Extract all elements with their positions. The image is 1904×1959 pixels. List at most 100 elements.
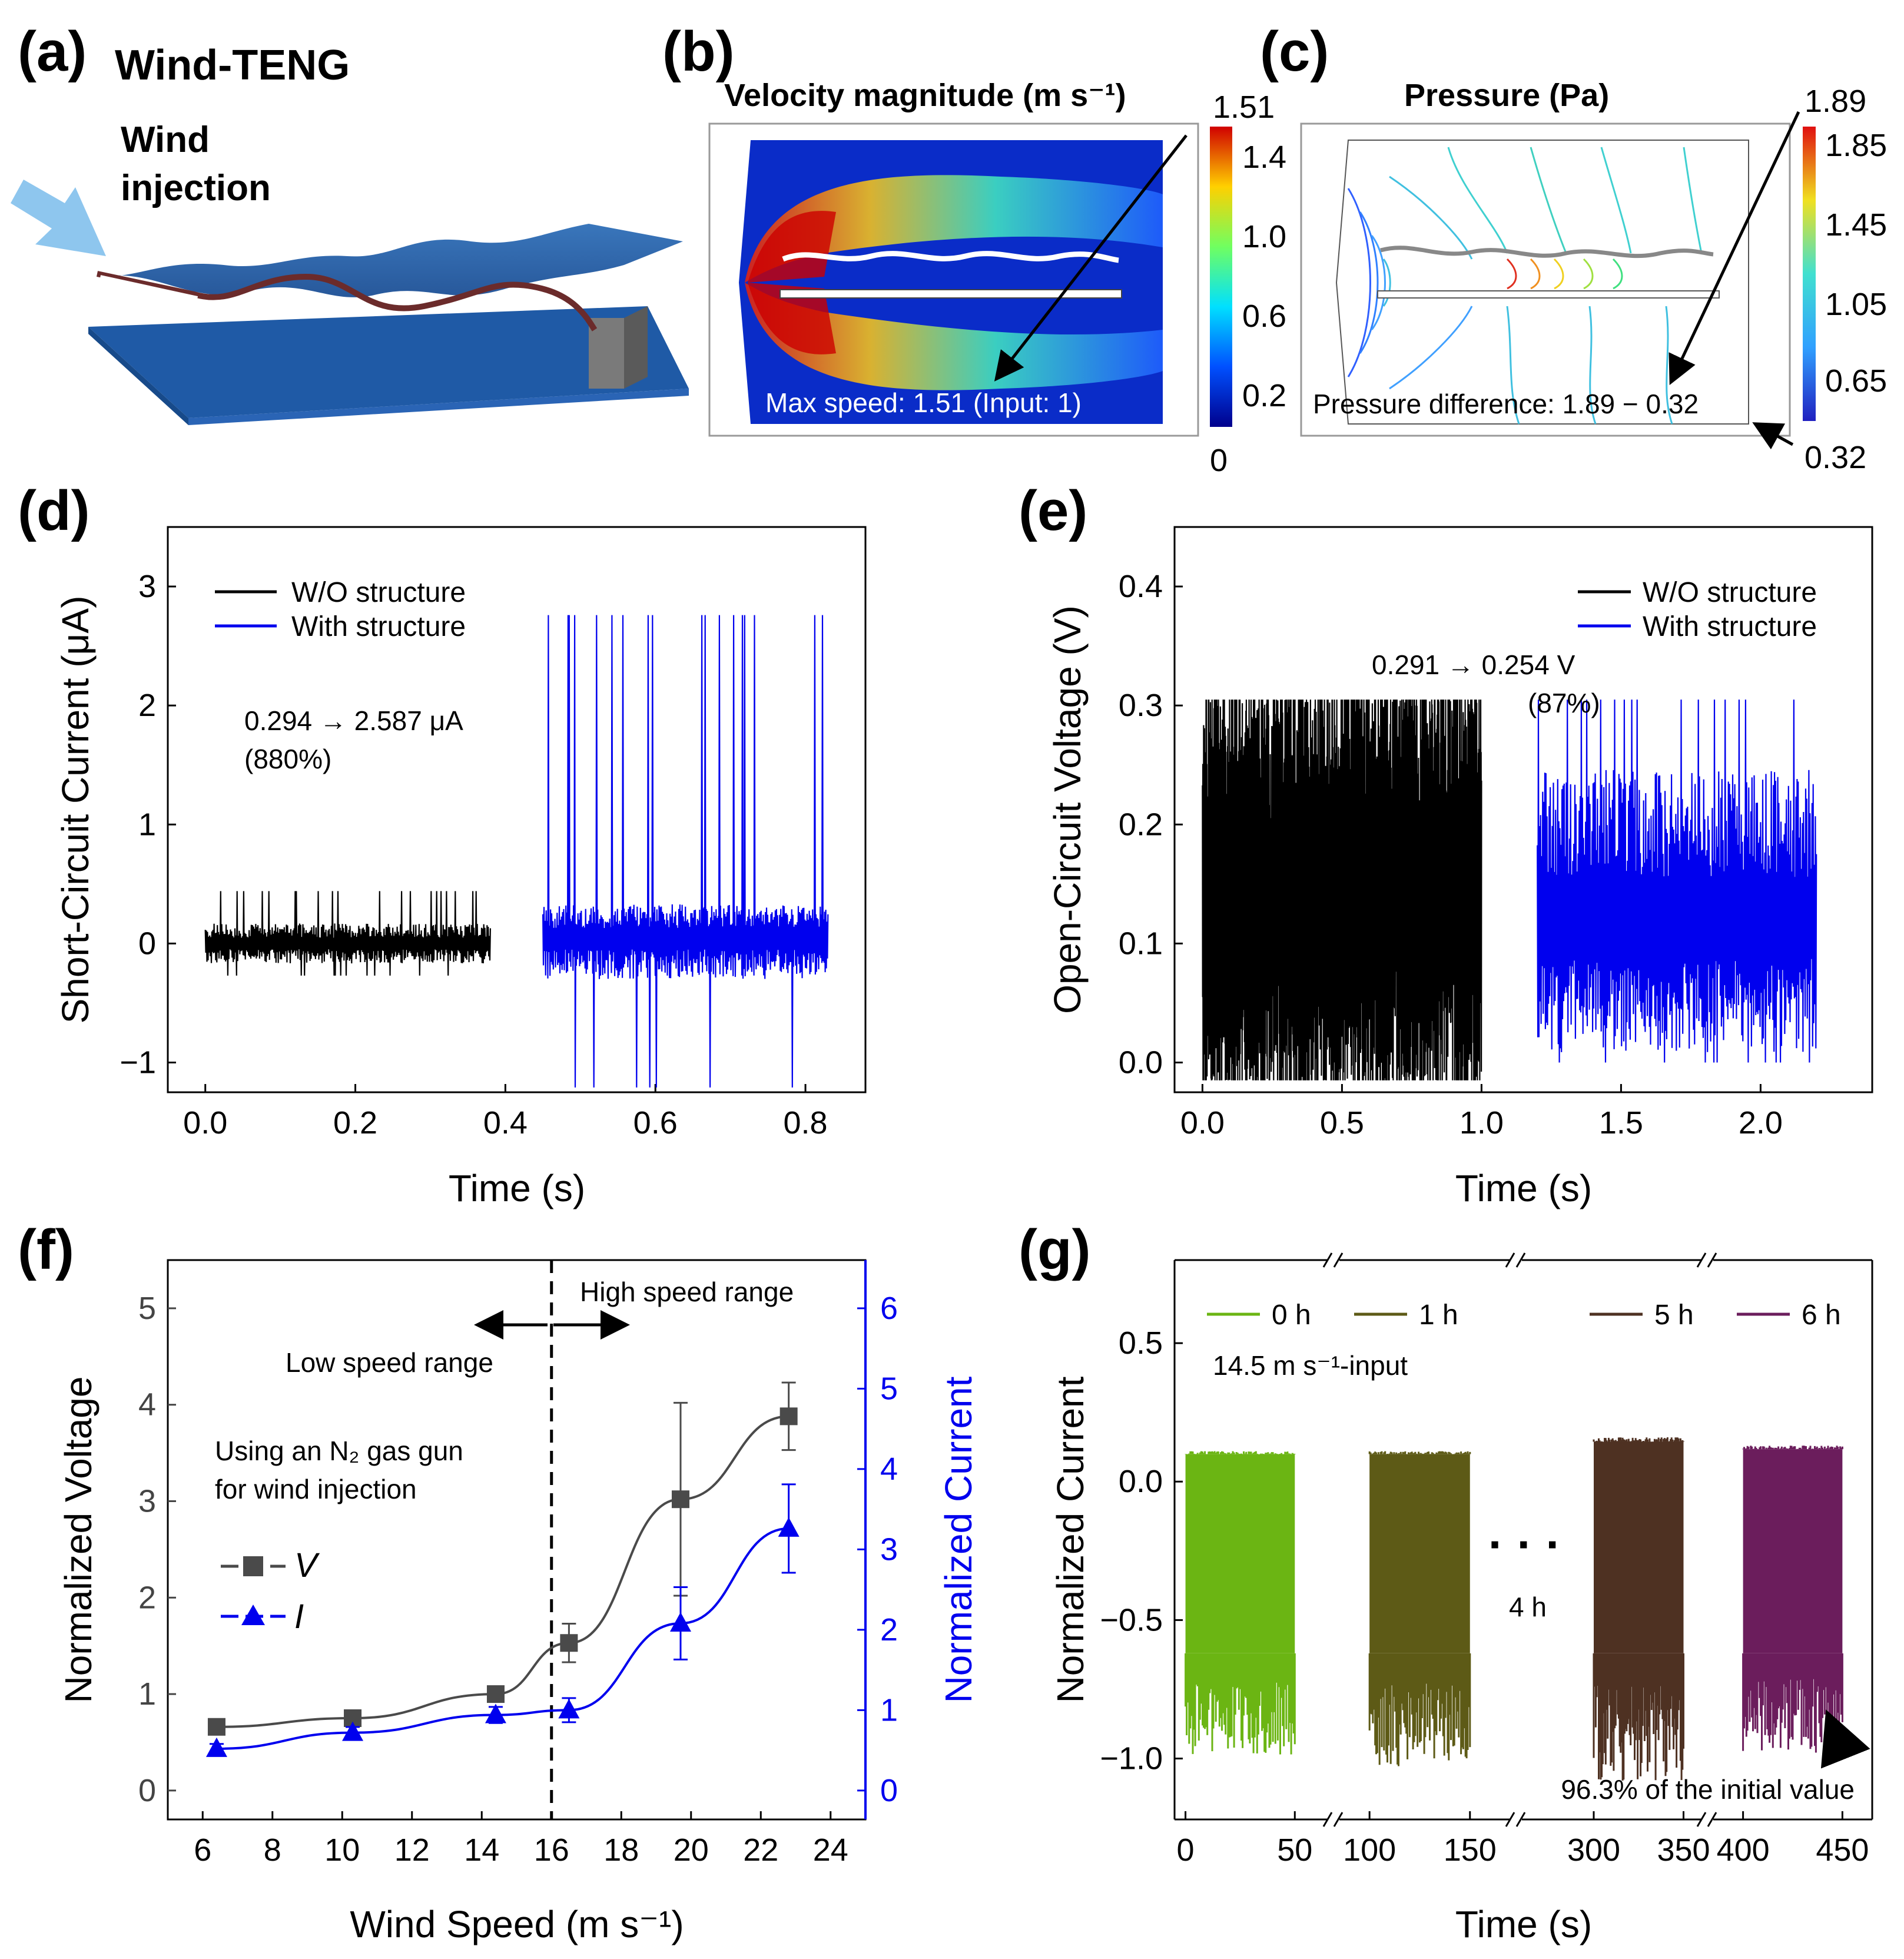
legend-label: 1 h [1419,1300,1458,1331]
panel-label-d: (d) [18,479,90,542]
data-point [669,1612,691,1632]
pressure-colorbar-max: 1.89 [1805,84,1866,119]
x-tick-label: 20 [674,1832,709,1868]
ellipsis-annotation: · · · [1488,1518,1561,1570]
x-tick-label: 8 [264,1832,281,1868]
annotation-text: Using an N₂ gas gun [215,1436,463,1466]
x-tick-label: 6 [194,1832,211,1868]
series-band [1185,1454,1295,1653]
y-tick-label: 0.5 [1119,1325,1163,1361]
legend-marker-square [243,1556,263,1576]
data-point [558,1699,580,1719]
x-axis-label-d: Time (s) [449,1167,585,1209]
y-tick-label: 1 [138,807,156,842]
teng-device-illustration [88,224,689,425]
y-tick-label: 0.1 [1119,926,1163,961]
injection-label: injection [121,168,271,208]
velocity-colorbar-tick: 0.2 [1242,378,1286,413]
x-tick-label: 1.5 [1599,1105,1643,1141]
y-tick-label: 0.0 [1119,1045,1163,1080]
pressure-difference-annotation: Pressure difference: 1.89 − 0.32 [1313,389,1699,419]
y-tick-label: 2 [138,1580,156,1615]
data-point [779,1407,798,1426]
x-tick-label: 300 [1567,1832,1620,1868]
x-tick-label: 0.0 [183,1105,227,1141]
y-tick-label: 5 [138,1291,156,1326]
y-tick-label: 1 [138,1676,156,1712]
velocity-colorbar-tick: 1.0 [1242,219,1286,254]
axis-ticks-d: 0.0 0.2 0.4 0.6 0.8 −1 0 1 2 3 [120,569,827,1141]
x-tick-label: 16 [534,1832,569,1868]
pressure-colorbar-tick: 1.85 [1825,128,1887,163]
series-line [1537,700,1817,1063]
y-tick-label: 5 [880,1371,898,1406]
x-tick-label: 450 [1816,1832,1869,1868]
y-tick-label: 0 [880,1773,898,1808]
panel-label-b: (b) [662,20,735,83]
annotation-text: 4 h [1509,1592,1547,1622]
plot-frame-g [1173,1259,1873,1821]
annotation-text: High speed range [580,1277,794,1307]
data-point [342,1721,364,1741]
series-band [1369,1454,1470,1653]
panel-label-f: (f) [18,1218,74,1281]
y-tick-label: −1 [120,1045,156,1080]
y-tick-label: 4 [138,1387,156,1423]
axis-ticks-e: 0.0 0.5 1.0 1.5 2.0 0.0 0.1 0.2 0.3 0.4 [1119,569,1783,1141]
y-tick-label: 6 [880,1291,898,1326]
panel-c-title: Pressure (Pa) [1404,78,1609,113]
pressure-colorbar [1803,127,1816,421]
wind-label: Wind [121,120,210,160]
panel-b-title: Velocity magnitude (m s⁻¹) [724,78,1126,113]
y-axis-label-f: Normalized Voltage [57,1377,99,1703]
y-tick-label: 0 [138,926,156,961]
pressure-colorbar-tick: 1.45 [1825,207,1887,243]
y-tick-label: 0.2 [1119,807,1163,842]
velocity-colorbar-max: 1.51 [1213,90,1275,125]
y-tick-label: 3 [138,1483,156,1519]
x-tick-label: 0.8 [784,1105,828,1141]
wind-arrow-icon [11,180,106,256]
x-tick-label: 2.0 [1739,1105,1783,1141]
data-point [671,1490,689,1509]
legend-label: W/O structure [291,577,466,608]
series-line [542,615,829,1088]
y-tick-label: −0.5 [1100,1602,1163,1638]
series-line [204,891,491,976]
y-tick-label: −1.0 [1100,1741,1163,1776]
velocity-field-map [739,140,1163,424]
y-tick-label: 3 [880,1532,898,1567]
pointer-arrow [1820,1709,1870,1769]
legend-label: 0 h [1272,1300,1311,1331]
pressure-colorbar-tick: 0.65 [1825,363,1887,399]
pointer-arrow [1752,422,1794,450]
pressure-colorbar-tick: 1.05 [1825,287,1887,322]
y-tick-label: 4 [880,1451,898,1487]
x-tick-label: 0.2 [333,1105,377,1141]
series-line [1368,1451,1471,1766]
x-axis-label-e: Time (s) [1455,1167,1592,1209]
panel-label-e: (e) [1019,479,1087,542]
series-band [1594,1441,1684,1653]
panel-label-g: (g) [1019,1218,1091,1281]
panel-b: (b) Velocity magnitude (m s⁻¹) Max speed… [662,20,1286,478]
plot-frame-e [1173,526,1873,1093]
velocity-colorbar-tick: 0.6 [1242,299,1286,334]
data-point [486,1685,505,1703]
series-line [216,1527,789,1750]
y-tick-label: 2 [138,688,156,723]
series-line [1202,700,1482,1080]
x-tick-label: 0.6 [633,1105,678,1141]
legend-label: W/O structure [1643,577,1817,608]
x-tick-label: 1.0 [1459,1105,1504,1141]
plot-frame-d [167,526,867,1093]
series-line [1593,1437,1684,1781]
x-tick-label: 150 [1444,1832,1497,1868]
data-point [560,1634,578,1652]
panel-c: (c) Pressure (Pa) Pressure differenc [1260,20,1887,475]
y-axis-label-d: Short-Circuit Current (μA) [54,596,97,1024]
data-area-e [1202,700,1817,1080]
